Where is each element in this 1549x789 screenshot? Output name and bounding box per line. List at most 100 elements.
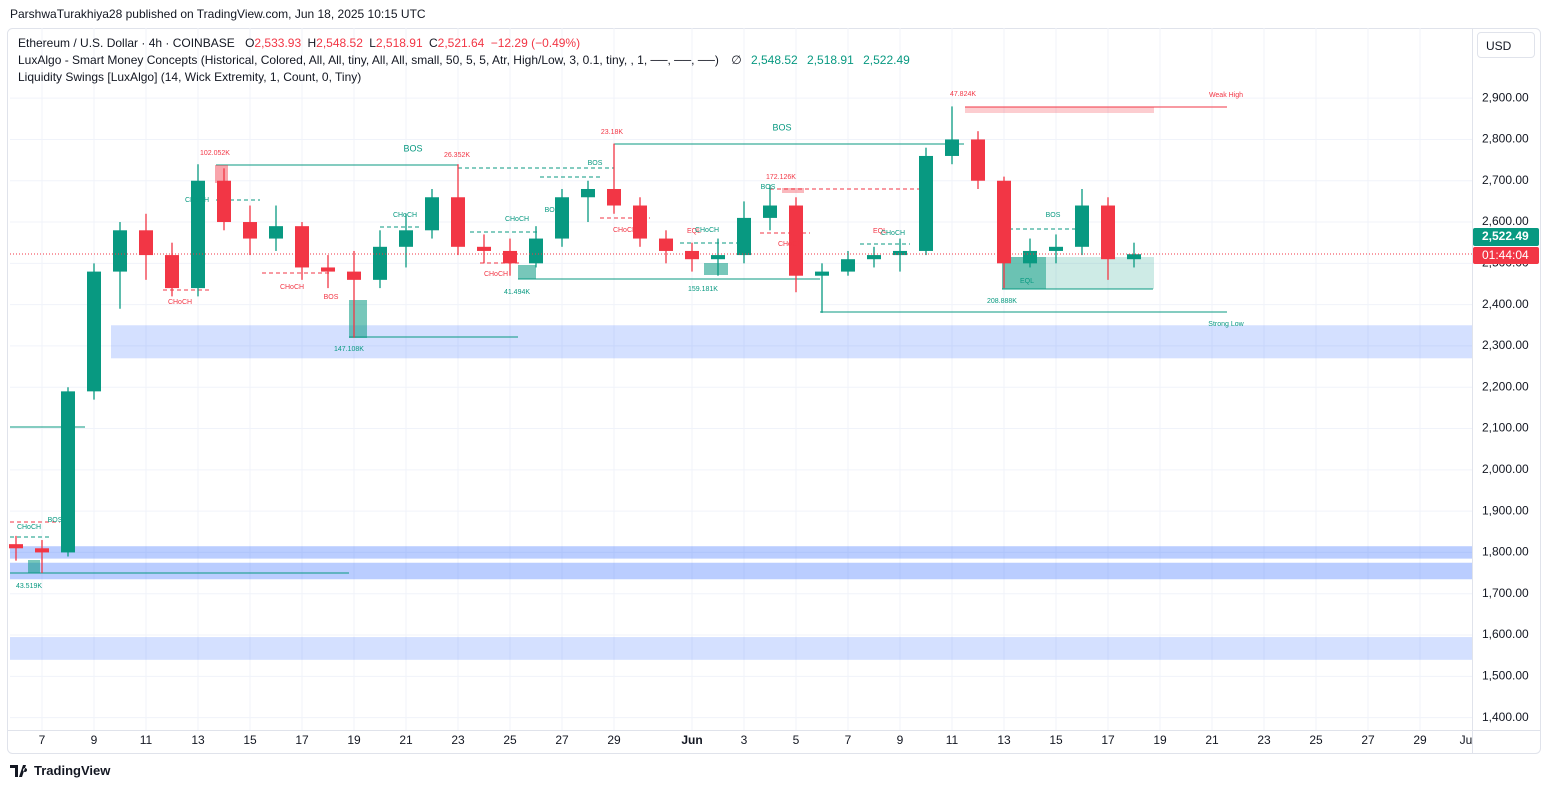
currency-button[interactable]: USD <box>1477 32 1535 58</box>
annotation: CHoCH <box>778 241 802 248</box>
publish-info: ParshwaTurakhiya28 published on TradingV… <box>10 7 426 21</box>
grid <box>10 28 1472 730</box>
brand: TradingView <box>10 763 110 778</box>
candle-body <box>789 205 803 276</box>
annotation: Strong Low <box>1208 321 1244 328</box>
x-tick-label: 9 <box>897 733 904 747</box>
candle-body <box>737 217 751 256</box>
annotation: 208.888K <box>987 298 1017 305</box>
x-tick-label: 7 <box>845 733 852 747</box>
order-block <box>704 263 728 275</box>
legend-row: Ethereum / U.S. Dollar · 4h · COINBASE O… <box>18 35 913 52</box>
indicator: LuxAlgo - Smart Money Concepts (Historic… <box>18 53 719 67</box>
annotation: CHoCH <box>881 230 905 237</box>
candle-body <box>633 205 647 239</box>
annotation: 147.108K <box>334 346 364 353</box>
annotation: BOS <box>1046 212 1061 219</box>
annotation: CHoCH <box>484 271 508 278</box>
y-tick-label: 1,900.00 <box>1482 503 1529 517</box>
candle-body <box>711 255 725 260</box>
order-block <box>965 107 1154 113</box>
x-tick-label: 29 <box>1413 733 1427 747</box>
y-tick-label: 1,800.00 <box>1482 545 1529 559</box>
order-block <box>1046 257 1154 289</box>
x-tick-label: 23 <box>1257 733 1271 747</box>
candle-body <box>373 246 387 280</box>
annotation: BOS <box>324 294 339 301</box>
x-tick-label: 27 <box>1361 733 1375 747</box>
annotation: CHoCH <box>17 524 41 531</box>
candle-body <box>867 255 881 260</box>
candle-body <box>113 230 127 272</box>
x-tick-label: 11 <box>946 733 959 747</box>
order-block <box>215 165 228 183</box>
x-tick-label: 11 <box>140 733 153 747</box>
ohlc-label: H <box>307 36 317 50</box>
y-tick-label: 2,800.00 <box>1482 132 1529 146</box>
liquidity-zone <box>10 562 1472 580</box>
x-tick-label: 21 <box>1205 733 1219 747</box>
chart-frame <box>7 28 1541 754</box>
ohlc-label: O <box>245 36 255 50</box>
candle-body <box>61 391 75 553</box>
x-tick-label: 19 <box>347 733 361 747</box>
candle-body <box>503 250 517 264</box>
order-block <box>518 265 536 279</box>
indicator-value: 2,522.49 <box>863 53 910 67</box>
annotation: BOS <box>772 122 791 132</box>
indicator: Liquidity Swings [LuxAlgo] (14, Wick Ext… <box>18 70 362 84</box>
indicator-symbol: ∅ <box>731 53 742 67</box>
candle-body <box>945 139 959 156</box>
x-tick-label: 5 <box>793 733 800 747</box>
x-tick-label: 27 <box>555 733 569 747</box>
x-tick-label: 17 <box>1101 733 1115 747</box>
candle-body <box>425 197 439 231</box>
candle-body <box>555 197 569 239</box>
candle-body <box>217 180 231 223</box>
x-tick-label: 13 <box>997 733 1011 747</box>
y-tick-label: 1,400.00 <box>1482 710 1529 724</box>
candle-body <box>763 205 777 218</box>
candle-body <box>581 188 595 198</box>
annotation: 43.519K <box>16 583 42 590</box>
annotation: BOS <box>588 160 603 167</box>
annotation: CHoCH <box>185 197 209 204</box>
y-tick-label: 2,900.00 <box>1482 90 1529 104</box>
countdown-box <box>1473 247 1539 265</box>
candle-body <box>35 548 49 553</box>
last-price-box <box>1473 228 1539 247</box>
annotation: CHoCH <box>613 227 637 234</box>
candle-body <box>347 271 361 280</box>
candle-body <box>1127 254 1141 260</box>
annotation: CHoCH <box>695 227 719 234</box>
x-tick-label: 7 <box>39 733 46 747</box>
annotation: CHoCH <box>168 299 192 306</box>
candle-body <box>321 267 335 272</box>
y-tick-label: 1,600.00 <box>1482 627 1529 641</box>
annotation: 23.18K <box>601 129 624 136</box>
y-tick-label: 1,700.00 <box>1482 586 1529 600</box>
candle-body <box>841 259 855 272</box>
y-tick-label: 2,300.00 <box>1482 338 1529 352</box>
annotation: EQL <box>687 228 701 235</box>
change: −12.29 (−0.49%) <box>490 36 581 50</box>
axes: 1,400.00 1,500.00 1,600.00 1,700.00 1,800.00… <box>8 28 1540 753</box>
annotations: BOS 102.052K CHoCH BOS CHoCH CHoCH BOS CHoCH 147… <box>16 91 1245 590</box>
y-tick-label: 1,500.00 <box>1482 668 1529 682</box>
candle-body <box>139 230 153 256</box>
liquidity-zone <box>10 546 1472 559</box>
order-block <box>782 188 804 193</box>
candle-body <box>529 238 543 264</box>
candle-body <box>1023 250 1037 264</box>
legend-row: LuxAlgo - Smart Money Concepts (Historic… <box>18 52 913 69</box>
x-tick-label: 13 <box>191 733 205 747</box>
x-tick-label: 29 <box>607 733 621 747</box>
y-tick-label: 2,700.00 <box>1482 173 1529 187</box>
candle-body <box>477 246 491 251</box>
x-tick-label: 25 <box>503 733 517 747</box>
annotation: CHoCH <box>393 212 417 219</box>
candle-body <box>191 180 205 289</box>
candle-body <box>659 238 673 251</box>
countdown-label: 01:44:04 <box>1482 248 1529 262</box>
